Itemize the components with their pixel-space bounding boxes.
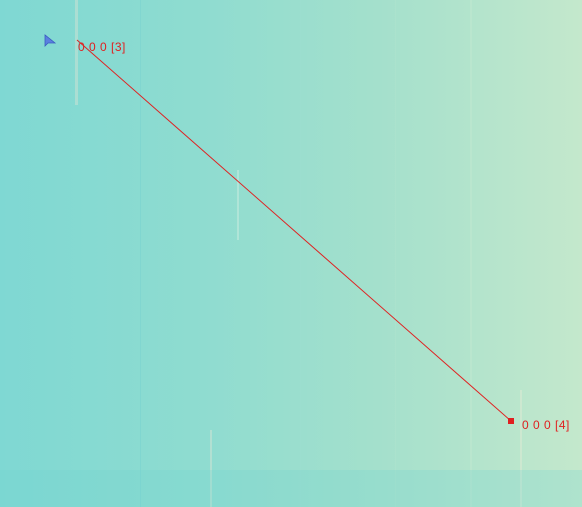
measurement-start-label: 0 0 0 [3] (78, 40, 126, 54)
measurement-end-handle (508, 418, 514, 424)
measurement-end-label: 0 0 0 [4] (522, 418, 570, 432)
